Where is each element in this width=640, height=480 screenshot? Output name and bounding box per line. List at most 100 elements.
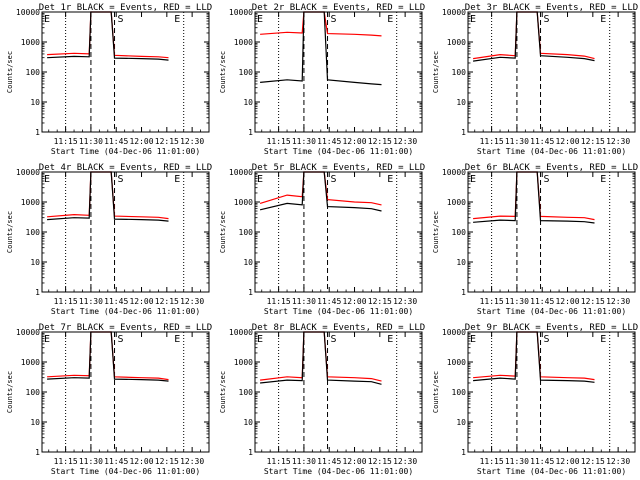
x-tick-label: 12:15 [368, 137, 392, 146]
y-tick-label: 10 [243, 418, 253, 427]
region-marker-label: E [174, 174, 180, 185]
x-tick-label: 11:15 [54, 457, 78, 466]
region-marker-label: E [44, 174, 50, 185]
x-tick-label: 11:45 [530, 457, 554, 466]
x-tick-label: 12:15 [581, 297, 605, 306]
x-tick-label: 11:30 [79, 137, 103, 146]
y-tick-label: 1 [248, 288, 253, 297]
x-tick-label: 12:15 [368, 457, 392, 466]
x-axis-label: Start Time (04-Dec-06 11:01:00) [264, 147, 413, 156]
y-tick-label: 100 [26, 68, 41, 77]
y-tick-label: 10000 [442, 328, 466, 337]
region-marker-label: E [470, 174, 476, 185]
detector-panel-3: 1 10 100 1000 10000 11:15 11:30 11:45 12:00 12:15… [432, 3, 638, 156]
y-tick-label: 10000 [16, 328, 40, 337]
y-tick-label: 1 [248, 448, 253, 457]
x-tick-label: 11:15 [54, 297, 78, 306]
region-marker-label: E [470, 14, 476, 25]
y-tick-label: 1 [461, 288, 466, 297]
x-tick-label: 12:30 [606, 297, 630, 306]
x-tick-label: 11:45 [530, 137, 554, 146]
detector-panel-4: 1 10 100 1000 10000 11:15 11:30 11:45 12:00 12:15… [6, 163, 212, 316]
y-axis-label: Counts/sec [432, 211, 440, 253]
region-marker-label: S [543, 14, 549, 25]
y-tick-label: 100 [452, 68, 467, 77]
region-marker-label: S [330, 334, 336, 345]
y-tick-label: 100 [26, 388, 41, 397]
detector-panel-7: 1 10 100 1000 10000 11:15 11:30 11:45 12:00 12:15… [6, 323, 212, 476]
y-tick-label: 10000 [229, 328, 253, 337]
y-tick-label: 1000 [447, 38, 466, 47]
events-series-line [260, 331, 382, 385]
y-axis-label: Counts/sec [219, 51, 227, 93]
x-tick-label: 11:30 [505, 137, 529, 146]
x-tick-label: 11:30 [505, 457, 529, 466]
region-marker-label: E [600, 14, 606, 25]
x-tick-label: 11:15 [267, 137, 291, 146]
panel-title: Det 6r BLACK = Events, RED = LLD [465, 163, 638, 173]
x-axis-label: Start Time (04-Dec-06 11:01:00) [477, 147, 626, 156]
region-marker-label: S [330, 174, 336, 185]
y-tick-label: 10 [456, 418, 466, 427]
x-axis-label: Start Time (04-Dec-06 11:01:00) [51, 307, 200, 316]
region-marker-label: E [387, 174, 393, 185]
y-tick-label: 10000 [229, 168, 253, 177]
events-series-line [259, 171, 382, 212]
region-marker-label: E [600, 174, 606, 185]
detector-panel-2: 1 10 100 1000 10000 11:15 11:30 11:45 12:00 12:15… [219, 3, 425, 156]
x-tick-label: 11:45 [530, 297, 554, 306]
panel-title: Det 9r BLACK = Events, RED = LLD [465, 323, 638, 333]
y-tick-label: 100 [239, 68, 254, 77]
y-axis-label: Counts/sec [6, 51, 14, 93]
panel-title: Det 3r BLACK = Events, RED = LLD [465, 3, 638, 13]
panel-title: Det 4r BLACK = Events, RED = LLD [39, 163, 212, 173]
y-tick-label: 1 [461, 128, 466, 137]
y-tick-label: 10000 [16, 168, 40, 177]
y-axis-label: Counts/sec [219, 211, 227, 253]
x-tick-label: 12:00 [342, 457, 366, 466]
detector-panel-6: 1 10 100 1000 10000 11:15 11:30 11:45 12:00 12:15… [432, 163, 638, 316]
x-tick-label: 12:30 [393, 137, 417, 146]
region-marker-label: E [174, 334, 180, 345]
region-marker-label: E [470, 334, 476, 345]
region-marker-label: E [387, 14, 393, 25]
x-tick-label: 11:15 [480, 137, 504, 146]
x-tick-label: 11:45 [317, 457, 341, 466]
x-tick-label: 12:15 [155, 457, 179, 466]
y-tick-label: 100 [26, 228, 41, 237]
detector-panel-5: 1 10 100 1000 10000 11:15 11:30 11:45 12:00 12:15… [219, 163, 425, 316]
detector-panel-9: 1 10 100 1000 10000 11:15 11:30 11:45 12:00 12:15… [432, 323, 638, 476]
x-tick-label: 11:15 [480, 457, 504, 466]
region-marker-label: E [600, 334, 606, 345]
y-tick-label: 10 [30, 418, 40, 427]
y-tick-label: 10000 [16, 8, 40, 17]
x-tick-label: 12:30 [393, 297, 417, 306]
y-tick-label: 100 [239, 228, 254, 237]
x-tick-label: 12:00 [555, 297, 579, 306]
y-tick-label: 1000 [234, 198, 253, 207]
lld-series-line [473, 171, 595, 221]
y-axis-label: Counts/sec [6, 371, 14, 413]
y-tick-label: 1 [35, 288, 40, 297]
x-tick-label: 11:30 [79, 457, 103, 466]
x-axis-label: Start Time (04-Dec-06 11:01:00) [477, 467, 626, 476]
detector-panel-1: 1 10 100 1000 10000 11:15 11:30 11:45 12:00 12:15… [6, 3, 212, 156]
region-marker-label: E [257, 334, 263, 345]
region-marker-label: E [174, 14, 180, 25]
region-marker-label: E [257, 14, 263, 25]
y-tick-label: 1000 [21, 358, 40, 367]
x-tick-label: 11:45 [317, 297, 341, 306]
x-tick-label: 12:00 [555, 457, 579, 466]
region-marker-label: S [117, 14, 123, 25]
x-tick-label: 12:15 [581, 457, 605, 466]
x-tick-label: 11:45 [104, 297, 128, 306]
x-tick-label: 11:30 [79, 297, 103, 306]
x-tick-label: 12:30 [180, 297, 204, 306]
x-tick-label: 12:30 [606, 137, 630, 146]
y-tick-label: 100 [239, 388, 254, 397]
y-tick-label: 10 [456, 258, 466, 267]
x-tick-label: 11:15 [54, 137, 78, 146]
x-tick-label: 12:00 [129, 457, 153, 466]
y-tick-label: 1 [35, 128, 40, 137]
